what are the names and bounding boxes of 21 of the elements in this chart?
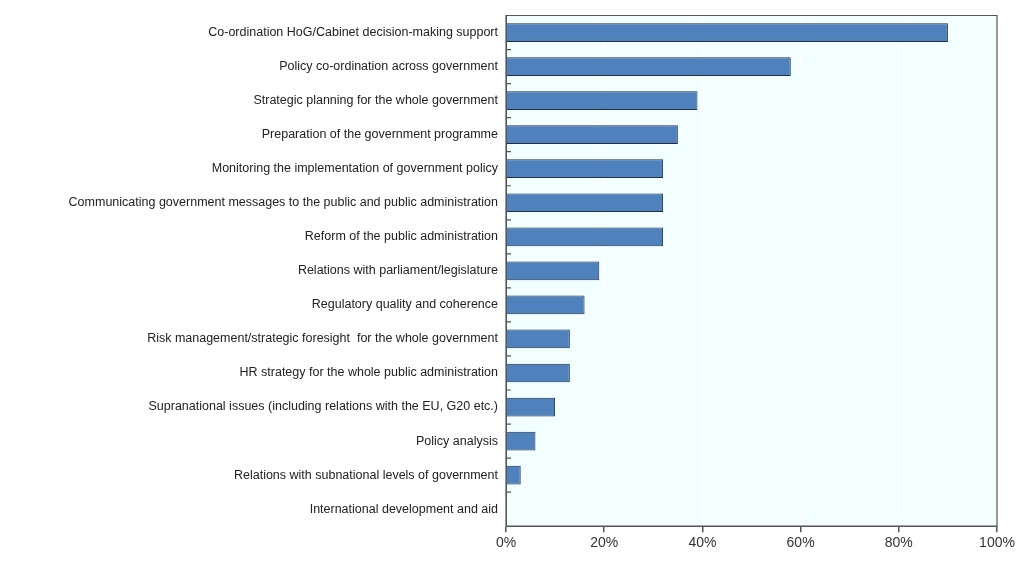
y-tick-label: HR strategy for the whole public administration xyxy=(239,365,499,380)
y-tick-label: Communicating government messages to the public and public administration xyxy=(68,195,499,210)
y-tick-label: Policy analysis xyxy=(416,433,498,448)
x-tick-label: 100% xyxy=(979,534,1015,551)
y-tick-label: Regulatory quality and coherence xyxy=(311,297,499,312)
y-tick-label: Preparation of the government programme xyxy=(261,127,499,142)
y-tick-label: Relations with parliament/legislature xyxy=(297,263,499,278)
y-tick-label: International development and aid xyxy=(309,501,499,516)
y-tick-label: Monitoring the implementation of government policy xyxy=(211,161,499,176)
y-tick-label: Strategic planning for the whole government xyxy=(253,93,499,108)
x-tick-label: 80% xyxy=(884,534,913,551)
y-tick-label: Supranational issues (including relations with the EU, G20 etc.) xyxy=(148,399,498,414)
y-tick-label: Relations with subnational levels of government xyxy=(233,467,499,482)
x-tick-label: 20% xyxy=(590,534,619,551)
y-tick-label: Reform of the public administration xyxy=(304,229,499,244)
x-tick-label: 0% xyxy=(495,534,517,551)
y-tick-label: Risk management/strategic foresight for the whole government xyxy=(147,331,499,346)
y-tick-label: Co-ordination HoG/Cabinet decision-making support xyxy=(208,24,499,39)
x-tick-label: 40% xyxy=(688,534,717,551)
y-tick-label: Policy co-ordination across government xyxy=(279,59,499,74)
x-tick-label: 60% xyxy=(786,534,815,551)
